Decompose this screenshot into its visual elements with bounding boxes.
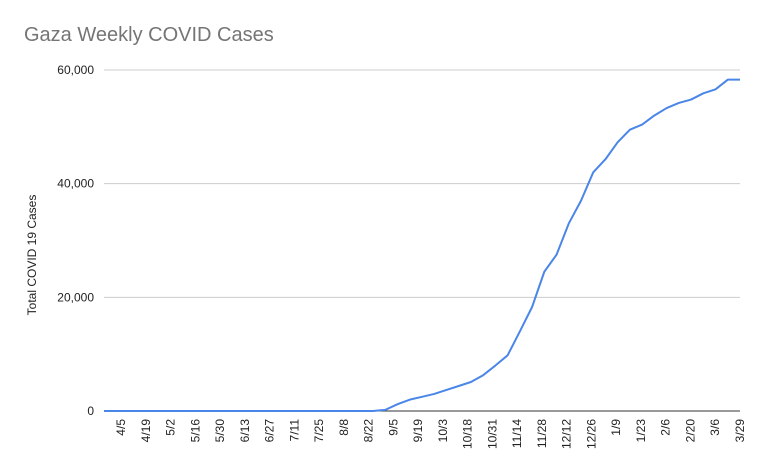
y-tick-label: 60,000	[57, 63, 94, 77]
x-tick-label: 10/3	[436, 419, 450, 443]
y-tick-label: 20,000	[57, 290, 94, 304]
x-tick-label: 2/6	[659, 419, 673, 436]
x-axis-ticks: 4/5 4/19 5/2 5/16 5/30 6/13 6/27 7/11 7/25 8/8 8/2…	[114, 419, 747, 449]
x-tick-label: 4/5	[114, 419, 128, 436]
series-layer	[104, 78, 740, 412]
x-tick-label: 9/5	[386, 419, 400, 436]
series-line	[104, 78, 740, 412]
gridlines	[104, 69, 740, 412]
x-tick-label: 6/13	[238, 419, 252, 443]
x-tick-label: 3/29	[733, 419, 747, 443]
x-tick-label: 10/31	[485, 419, 499, 449]
x-tick-label: 7/11	[287, 419, 301, 442]
x-tick-label: 3/6	[708, 419, 722, 436]
x-tick-label: 5/16	[188, 419, 202, 443]
y-axis-ticks: 0 20,000 40,000 60,000	[57, 63, 94, 418]
x-tick-label: 11/28	[535, 419, 549, 448]
x-tick-label: 11/14	[510, 419, 524, 448]
y-axis-title: Total COVID 19 Cases	[25, 195, 39, 316]
x-tick-label: 1/9	[609, 419, 623, 436]
chart-title: Gaza Weekly COVID Cases	[24, 24, 274, 46]
x-tick-label: 4/19	[139, 419, 153, 443]
x-tick-label: 5/30	[213, 419, 227, 443]
x-tick-label: 1/23	[634, 419, 648, 443]
x-tick-label: 9/19	[411, 419, 425, 443]
x-tick-label: 6/27	[263, 419, 277, 443]
x-tick-label: 7/25	[312, 419, 326, 443]
x-tick-label: 2/20	[683, 419, 697, 443]
x-tick-label: 10/18	[461, 419, 475, 449]
y-tick-label: 0	[87, 404, 94, 418]
x-tick-label: 8/8	[337, 419, 351, 436]
y-tick-label: 40,000	[57, 177, 94, 191]
x-tick-label: 5/2	[164, 419, 178, 436]
x-tick-label: 12/12	[560, 419, 574, 449]
x-tick-label: 8/22	[362, 419, 376, 443]
x-tick-label: 12/26	[584, 419, 598, 449]
